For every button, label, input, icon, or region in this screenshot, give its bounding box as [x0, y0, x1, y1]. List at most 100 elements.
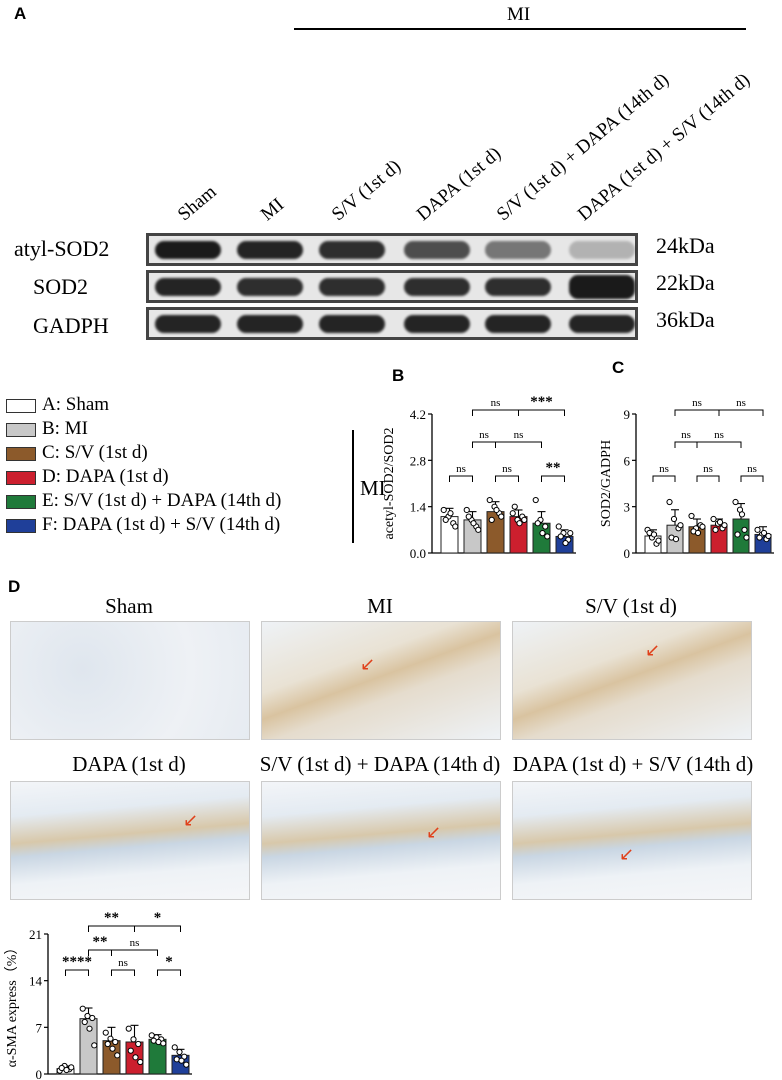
- data-point: [176, 1048, 183, 1056]
- blot-band: [237, 278, 303, 296]
- lane-label: S/V (1st d): [327, 155, 405, 226]
- data-point: [135, 1040, 142, 1048]
- panel-c-label: C: [612, 358, 625, 377]
- significance-label: ns: [681, 429, 691, 441]
- y-tick-label: 2.8: [410, 453, 426, 468]
- data-point: [91, 1042, 98, 1049]
- data-point: [125, 1025, 132, 1032]
- histology-title-mi: MI: [367, 594, 393, 618]
- significance-bracket: [495, 441, 542, 448]
- significance-label: ns: [514, 429, 524, 441]
- data-point: [567, 530, 574, 537]
- data-point: [104, 1040, 111, 1048]
- data-point: [440, 506, 447, 514]
- blot-band: [485, 241, 551, 259]
- legend-label: C: S/V (1st d): [42, 442, 148, 463]
- significance-bracket: [449, 475, 473, 482]
- histology-image-dapa: ↙: [10, 781, 250, 900]
- data-point: [493, 506, 500, 514]
- y-tick-label: 0: [624, 546, 631, 561]
- significance-bracket: [157, 969, 181, 976]
- data-point: [447, 510, 454, 517]
- blot-band: [319, 315, 385, 333]
- significance-bracket: [65, 969, 89, 976]
- data-point: [521, 516, 528, 524]
- data-point: [677, 522, 684, 529]
- arrow-icon: ↙: [426, 822, 442, 843]
- significance-bracket: [518, 409, 565, 416]
- significance-bracket: [674, 409, 720, 416]
- y-tick-label: 0.0: [410, 546, 426, 561]
- data-point: [509, 510, 516, 517]
- kda-sod2: 22kDa: [656, 270, 715, 295]
- histology-image-mi: ↙: [261, 621, 501, 740]
- data-point: [666, 498, 673, 506]
- blot-strip-acetyl-sod2: [146, 233, 638, 266]
- significance-label: ns: [692, 397, 702, 409]
- blot-row-label-acetyl: atyl-SOD2: [14, 236, 110, 261]
- significance-label: ns: [747, 463, 757, 475]
- significance-bracket: [696, 475, 720, 482]
- data-point: [741, 526, 748, 533]
- data-point: [539, 530, 546, 537]
- data-point: [81, 1018, 88, 1026]
- significance-label: ns: [456, 463, 466, 475]
- data-point: [716, 519, 724, 526]
- blot-row-label-sod2: SOD2: [33, 274, 89, 299]
- legend-swatch: [6, 423, 36, 437]
- significance-label: **: [104, 910, 119, 926]
- y-tick-label: 7: [36, 1020, 43, 1035]
- significance-bracket: [111, 969, 135, 976]
- data-point: [732, 498, 739, 506]
- significance-label: ****: [62, 954, 92, 970]
- significance-bracket: [134, 925, 181, 932]
- data-point: [516, 520, 523, 527]
- data-point: [754, 526, 761, 533]
- kda-acetyl: 24kDa: [656, 233, 715, 258]
- y-tick-label: 21: [29, 927, 42, 942]
- significance-label: *: [165, 954, 173, 970]
- significance-bracket: [495, 475, 519, 482]
- significance-bracket: [472, 441, 496, 448]
- blot-band: [404, 278, 470, 296]
- legend-label: A: Sham: [42, 394, 110, 415]
- data-point: [650, 531, 658, 538]
- data-point: [760, 529, 768, 537]
- significance-label: ns: [714, 429, 724, 441]
- histology-title-sv: S/V (1st d): [585, 594, 677, 618]
- significance-label: **: [546, 460, 561, 476]
- significance-bracket: [696, 441, 742, 448]
- data-point: [130, 1036, 137, 1043]
- significance-label: ns: [118, 957, 128, 969]
- arrow-icon: ↙: [619, 844, 635, 865]
- blot-strip-sod2: [146, 270, 638, 303]
- significance-label: ns: [479, 429, 489, 441]
- significance-label: ns: [491, 397, 501, 409]
- bar: [532, 522, 551, 554]
- data-point: [555, 523, 562, 530]
- data-point: [738, 511, 746, 518]
- blot-band: [485, 315, 551, 333]
- significance-label: ns: [130, 937, 140, 949]
- data-point: [765, 532, 772, 540]
- y-tick-label: 3: [624, 500, 631, 515]
- data-point: [734, 531, 741, 538]
- data-point: [534, 520, 541, 527]
- data-point: [107, 1035, 114, 1042]
- data-point: [670, 515, 678, 523]
- significance-bracket: [88, 925, 135, 932]
- data-point: [694, 529, 702, 537]
- chart-b-acetyl-sod2-ratio: 0.0 1.4 2.8 4.2 acetyl-SOD2/SOD2 ns ns ** ns ns ns…: [382, 394, 576, 561]
- data-point: [488, 516, 495, 524]
- kda-gadph: 36kDa: [656, 307, 715, 332]
- mi-header-line: [294, 28, 746, 30]
- histology-image-dapa-sv: ↙: [512, 781, 752, 900]
- chart-c-sod2-gadph-ratio: 0 3 6 9 SOD2/GADPH ns ns ns ns ns ns ns: [599, 397, 774, 561]
- histology-image-sv-dapa: ↙: [261, 781, 501, 900]
- panel-a-label: A: [14, 4, 27, 23]
- y-tick-label: 6: [624, 453, 631, 468]
- significance-bracket: [652, 475, 676, 482]
- data-point: [710, 515, 717, 523]
- histology-title-sham: Sham: [105, 594, 153, 618]
